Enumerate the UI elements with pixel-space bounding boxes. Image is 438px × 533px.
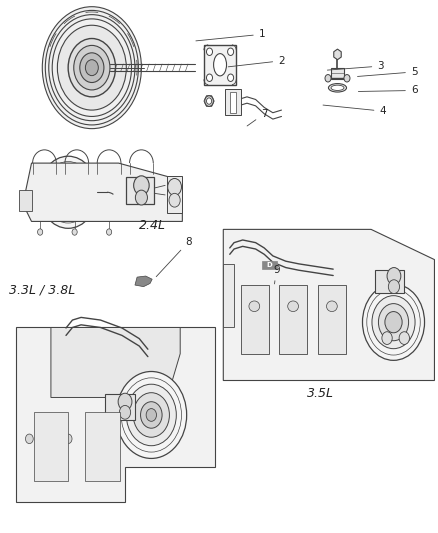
Text: 9: 9 (273, 265, 279, 284)
Circle shape (120, 406, 131, 419)
Circle shape (60, 183, 76, 202)
Circle shape (116, 372, 187, 458)
Text: 3.5L: 3.5L (307, 387, 334, 400)
Bar (34, 413, 68, 481)
Circle shape (126, 384, 177, 446)
Circle shape (399, 332, 410, 344)
Circle shape (141, 402, 162, 428)
Circle shape (74, 45, 110, 90)
Bar (85, 413, 120, 481)
Text: 7: 7 (247, 109, 268, 126)
Circle shape (38, 229, 43, 235)
Circle shape (387, 268, 401, 285)
Bar (240, 285, 268, 354)
Circle shape (72, 229, 77, 235)
Polygon shape (223, 229, 434, 381)
Text: 2: 2 (228, 56, 285, 67)
Bar (105, 394, 135, 419)
Text: 1: 1 (196, 29, 265, 41)
Circle shape (378, 304, 409, 341)
Ellipse shape (288, 301, 298, 312)
Circle shape (206, 98, 212, 104)
Circle shape (39, 434, 46, 443)
Circle shape (106, 229, 112, 235)
Bar (204, 45, 236, 85)
Text: 6: 6 (358, 85, 417, 95)
Circle shape (168, 179, 181, 196)
Ellipse shape (249, 301, 260, 312)
Bar (126, 177, 154, 204)
Text: 5: 5 (357, 67, 417, 77)
Text: 4: 4 (323, 105, 386, 116)
Circle shape (80, 53, 104, 83)
Text: 3.3L / 3.8L: 3.3L / 3.8L (9, 284, 75, 297)
Bar (374, 270, 404, 293)
Circle shape (118, 393, 132, 410)
Circle shape (42, 7, 141, 128)
Circle shape (385, 312, 402, 333)
Polygon shape (51, 327, 180, 398)
Circle shape (134, 176, 149, 195)
Circle shape (57, 25, 126, 110)
Circle shape (206, 74, 212, 82)
Circle shape (382, 332, 392, 344)
Ellipse shape (331, 85, 344, 91)
Circle shape (206, 48, 212, 55)
Text: 8: 8 (156, 237, 192, 277)
Circle shape (39, 156, 97, 228)
Circle shape (68, 38, 116, 97)
Bar (167, 176, 182, 214)
Polygon shape (17, 327, 215, 503)
Circle shape (64, 434, 72, 443)
Circle shape (228, 48, 233, 55)
Circle shape (48, 168, 88, 216)
Circle shape (205, 96, 213, 107)
Circle shape (135, 190, 148, 205)
Polygon shape (18, 190, 32, 211)
Ellipse shape (214, 54, 226, 76)
Circle shape (169, 193, 180, 207)
Circle shape (25, 434, 33, 443)
Circle shape (228, 74, 233, 82)
Circle shape (389, 280, 399, 294)
Polygon shape (230, 92, 236, 113)
Polygon shape (334, 49, 341, 60)
Circle shape (146, 409, 156, 421)
Circle shape (363, 284, 424, 360)
Circle shape (325, 75, 331, 82)
Circle shape (85, 60, 98, 76)
Polygon shape (135, 276, 152, 287)
Circle shape (51, 434, 59, 443)
Ellipse shape (326, 301, 337, 312)
Text: D: D (267, 262, 272, 268)
Polygon shape (223, 264, 234, 327)
Polygon shape (226, 89, 240, 115)
Circle shape (372, 296, 415, 349)
Circle shape (344, 75, 350, 82)
Bar (318, 285, 346, 354)
Polygon shape (23, 163, 182, 221)
Bar (279, 285, 307, 354)
Circle shape (54, 175, 82, 210)
Text: 3: 3 (327, 61, 384, 71)
Bar (331, 68, 344, 79)
Bar (262, 261, 277, 269)
Circle shape (133, 393, 170, 437)
Ellipse shape (328, 84, 346, 92)
Text: 2.4L: 2.4L (139, 219, 166, 232)
